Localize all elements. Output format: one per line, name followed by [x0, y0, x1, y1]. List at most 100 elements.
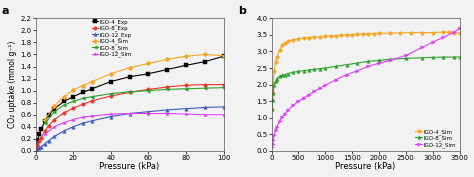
IGO-8_Exp [35, 144, 40, 146]
IGO-4_Exp [80, 91, 85, 93]
IGO-8_Exp [89, 100, 95, 102]
IGO-8_Sim [221, 87, 227, 89]
IGO-12_Sim [127, 112, 132, 115]
IGO-8_Exp [146, 88, 151, 90]
IGO-12_Sim [146, 112, 151, 115]
IGO-4_Sim [273, 61, 278, 63]
Line: IGO-8_Sim: IGO-8_Sim [43, 86, 225, 125]
IGO-12_Sim [387, 59, 392, 61]
IGO-4_Sim [270, 82, 276, 84]
IGO-4_Exp [183, 64, 189, 66]
IGO-12_Sim [277, 120, 283, 122]
Line: IGO-12_Sim: IGO-12_Sim [43, 112, 225, 136]
IGO-12_Exp [61, 130, 67, 132]
IGO-8_Sim [451, 56, 457, 58]
IGO-4_Sim [183, 55, 189, 57]
IGO-8_Sim [430, 56, 436, 58]
IGO-8_Sim [70, 100, 76, 102]
IGO-8_Sim [273, 80, 278, 82]
Line: IGO-12_Exp: IGO-12_Exp [35, 105, 225, 152]
IGO-12_Exp [183, 108, 189, 110]
IGO-4_Sim [295, 38, 301, 40]
IGO-12_Exp [108, 115, 114, 118]
IGO-12_Sim [403, 54, 409, 56]
IGO-8_Sim [52, 111, 57, 113]
IGO-4_Sim [349, 33, 355, 36]
IGO-8_Sim [311, 68, 317, 70]
IGO-8_Sim [419, 57, 425, 59]
IGO-8_Sim [322, 67, 328, 69]
IGO-8_Sim [365, 60, 371, 62]
IGO-8_Sim [279, 74, 285, 76]
IGO-12_Sim [355, 70, 360, 72]
IGO-4_Sim [282, 42, 288, 44]
X-axis label: Pressure (kPa): Pressure (kPa) [100, 162, 160, 172]
IGO-4_Sim [285, 40, 291, 42]
IGO-4_Exp [202, 61, 208, 63]
IGO-8_Exp [70, 107, 76, 109]
IGO-12_Sim [52, 126, 57, 128]
IGO-12_Sim [376, 62, 382, 64]
IGO-8_Sim [285, 73, 291, 75]
IGO-12_Exp [38, 146, 44, 148]
IGO-4_Sim [164, 58, 170, 60]
IGO-12_Exp [70, 126, 76, 128]
IGO-8_Sim [295, 70, 301, 72]
IGO-4_Exp [46, 114, 52, 116]
IGO-4_Sim [446, 31, 452, 33]
IGO-4_Sim [42, 118, 48, 121]
IGO-4_Sim [430, 32, 436, 34]
IGO-12_Sim [365, 65, 371, 67]
IGO-8_Exp [36, 140, 42, 142]
IGO-12_Sim [274, 126, 280, 128]
Line: IGO-8_Sim: IGO-8_Sim [270, 55, 461, 111]
IGO-8_Sim [42, 122, 48, 124]
IGO-12_Sim [279, 116, 285, 118]
X-axis label: Pressure (kPa): Pressure (kPa) [336, 162, 396, 172]
Legend: IGO-4_Sim, IGO-8_Sim, IGO-12_Sim: IGO-4_Sim, IGO-8_Sim, IGO-12_Sim [415, 128, 457, 148]
IGO-12_Sim [282, 113, 288, 115]
IGO-4_Exp [61, 100, 67, 102]
IGO-12_Sim [333, 79, 339, 81]
IGO-12_Sim [440, 36, 446, 38]
IGO-12_Sim [290, 104, 296, 107]
IGO-8_Exp [42, 130, 48, 132]
IGO-8_Sim [146, 90, 151, 92]
IGO-8_Sim [89, 96, 95, 98]
IGO-8_Sim [270, 92, 276, 94]
IGO-4_Sim [301, 37, 307, 39]
IGO-8_Sim [282, 74, 288, 76]
IGO-4_Sim [371, 32, 376, 35]
IGO-12_Sim [270, 139, 276, 141]
IGO-4_Sim [279, 44, 285, 47]
IGO-8_Sim [271, 84, 277, 86]
IGO-4_Exp [35, 139, 40, 141]
IGO-4_Sim [317, 36, 323, 38]
IGO-8_Exp [221, 84, 227, 86]
IGO-8_Sim [127, 91, 132, 93]
IGO-4_Sim [344, 34, 349, 36]
Line: IGO-4_Sim: IGO-4_Sim [270, 30, 461, 111]
IGO-12_Sim [456, 27, 462, 29]
IGO-4_Exp [108, 81, 114, 83]
IGO-8_Sim [403, 57, 409, 59]
IGO-8_Exp [127, 91, 132, 93]
IGO-8_Sim [333, 65, 339, 67]
IGO-4_Exp [221, 55, 227, 57]
IGO-8_Sim [301, 70, 307, 72]
IGO-4_Sim [70, 89, 76, 91]
IGO-12_Sim [317, 87, 323, 89]
IGO-12_Sim [301, 97, 307, 99]
IGO-12_Sim [311, 90, 317, 92]
IGO-12_Sim [270, 142, 275, 145]
IGO-12_Sim [419, 46, 425, 48]
IGO-4_Sim [338, 34, 344, 36]
IGO-12_Exp [34, 149, 39, 151]
IGO-4_Sim [61, 96, 67, 98]
IGO-8_Exp [38, 137, 44, 139]
IGO-4_Exp [34, 145, 39, 147]
IGO-12_Exp [89, 120, 95, 122]
IGO-12_Exp [52, 135, 57, 138]
IGO-4_Sim [419, 32, 425, 34]
IGO-4_Exp [38, 128, 44, 130]
